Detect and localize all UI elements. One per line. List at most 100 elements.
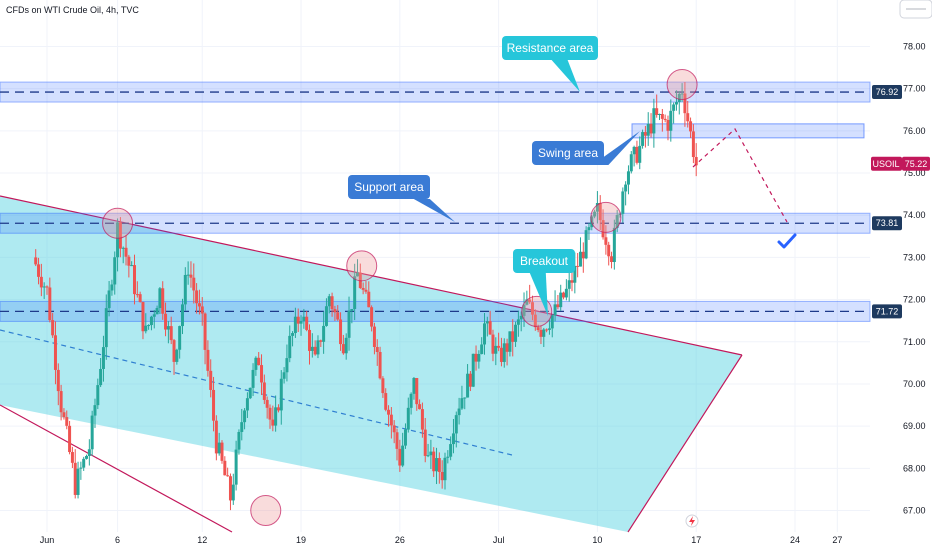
candle-body: [559, 292, 563, 308]
candle-body: [367, 291, 371, 308]
candle-body: [240, 422, 244, 432]
symbol-label[interactable]: USOIL: [872, 159, 899, 169]
level-badge[interactable]: [872, 85, 902, 100]
candle-body: [308, 329, 312, 351]
touch-circle: [102, 207, 134, 239]
level-badge-label[interactable]: 73.81: [876, 218, 899, 228]
candle-body: [672, 104, 676, 111]
candle-body: [375, 346, 379, 352]
candle-body: [161, 288, 165, 314]
candle-body: [268, 407, 272, 420]
y-tick-label: 73.00: [903, 252, 926, 262]
candle-body: [423, 429, 427, 456]
resistance-callout-label[interactable]: Resistance area: [507, 41, 594, 55]
swing-callout-label[interactable]: Swing area: [538, 146, 598, 160]
candle-body: [378, 351, 382, 379]
candle-body: [658, 113, 662, 115]
candle-body: [226, 475, 230, 477]
candle-body: [646, 123, 650, 136]
candle-body: [550, 315, 554, 329]
callouts: Resistance area Swing area Support area Bre…: [348, 36, 640, 316]
candle-body: [415, 377, 419, 405]
breakout-callout-box[interactable]: [513, 249, 575, 273]
swing-callout-box[interactable]: [532, 141, 604, 165]
candle-body: [130, 265, 134, 267]
y-tick-label: 70.00: [903, 379, 926, 389]
candle-body: [466, 373, 470, 398]
candle-body: [118, 222, 122, 249]
symbol-badge[interactable]: [871, 156, 902, 171]
candle-body: [578, 251, 582, 267]
candle-body: [355, 272, 359, 277]
candle-body: [350, 308, 354, 311]
candle-body: [183, 274, 187, 305]
x-tick-label: 10: [592, 535, 602, 545]
candle-body: [536, 327, 540, 331]
candle-body: [570, 280, 574, 283]
candle-body: [666, 119, 670, 131]
candle-body: [576, 265, 580, 267]
candle-body: [629, 154, 633, 172]
candle-body: [508, 331, 512, 352]
candle-body: [615, 215, 619, 228]
level-badge[interactable]: [872, 216, 902, 231]
candle-body: [276, 407, 280, 411]
candle-body: [497, 345, 501, 348]
candle-body: [237, 431, 241, 450]
candle-body: [274, 407, 278, 426]
candle-body: [638, 145, 642, 163]
candle-body: [322, 325, 326, 342]
candle-body: [533, 314, 537, 328]
candle-body: [621, 191, 625, 214]
candle-body: [175, 349, 179, 362]
candle-body: [626, 171, 630, 185]
candle-body: [545, 329, 549, 331]
candle-body: [494, 345, 498, 354]
touch-circle: [590, 201, 622, 233]
y-tick-label: 71.00: [903, 337, 926, 347]
candle-body: [172, 340, 176, 362]
last-price-badge[interactable]: [902, 156, 930, 171]
price-axis[interactable]: 78.00 77.00 76.00 75.00 74.00 73.00 72.00 71.00…: [871, 42, 930, 516]
candle-body: [556, 304, 560, 308]
candle-body: [553, 304, 557, 316]
candle-body: [262, 382, 266, 400]
level-badge-label[interactable]: 76.92: [876, 87, 899, 97]
touch-circle: [346, 250, 378, 282]
level-badge[interactable]: [872, 304, 902, 319]
channel-right-edge: [627, 354, 743, 533]
candle-body: [34, 257, 38, 265]
candle-body: [573, 265, 577, 283]
candle-body: [680, 93, 684, 95]
support-callout-label[interactable]: Support area: [354, 180, 424, 194]
candle-body: [474, 353, 478, 362]
level-badge-label[interactable]: 71.72: [876, 306, 899, 316]
y-tick-label: 72.00: [903, 295, 926, 305]
candle-body: [107, 290, 111, 309]
breakout-callout-label[interactable]: Breakout: [520, 254, 569, 268]
candle-body: [511, 331, 515, 342]
last-price-label[interactable]: 75.22: [905, 159, 928, 169]
candle-body: [327, 296, 331, 307]
candle-body: [62, 412, 66, 418]
support-callout-box[interactable]: [348, 175, 430, 199]
candle-body: [418, 404, 422, 410]
candle-body: [231, 484, 235, 501]
candle-body: [324, 306, 328, 326]
candle-body: [302, 316, 306, 321]
candle-body: [689, 121, 693, 132]
resistance-callout-box[interactable]: [502, 36, 598, 60]
candle-body: [429, 451, 433, 456]
candle-body: [468, 373, 472, 387]
candle-body: [147, 325, 151, 327]
candle-body: [96, 385, 100, 406]
candle-body: [480, 344, 484, 354]
candle-body: [293, 316, 297, 334]
candle-body: [674, 102, 678, 105]
lightning-icon[interactable]: [685, 514, 699, 528]
time-axis[interactable]: Jun 6 12 19 26 Jul 10 17 24 27: [40, 535, 843, 545]
resistance-callout-pointer: [551, 60, 580, 92]
candle-body: [76, 468, 80, 495]
candle-body: [164, 313, 168, 330]
